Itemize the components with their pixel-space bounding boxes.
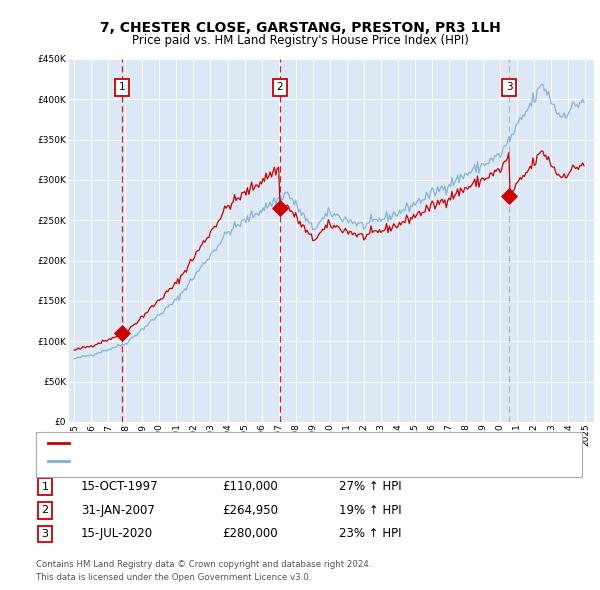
Text: £110,000: £110,000 xyxy=(222,480,278,493)
Text: 2: 2 xyxy=(41,506,49,515)
Point xyxy=(275,204,285,213)
Text: 7, CHESTER CLOSE, GARSTANG, PRESTON, PR3 1LH: 7, CHESTER CLOSE, GARSTANG, PRESTON, PR3… xyxy=(100,21,500,35)
Text: £280,000: £280,000 xyxy=(222,527,278,540)
Point xyxy=(505,191,514,201)
Text: Contains HM Land Registry data © Crown copyright and database right 2024.: Contains HM Land Registry data © Crown c… xyxy=(36,560,371,569)
Text: 7, CHESTER CLOSE, GARSTANG, PRESTON, PR3 1LH (detached house): 7, CHESTER CLOSE, GARSTANG, PRESTON, PR3… xyxy=(75,438,438,448)
Text: 1: 1 xyxy=(118,82,125,92)
Text: Price paid vs. HM Land Registry's House Price Index (HPI): Price paid vs. HM Land Registry's House … xyxy=(131,34,469,47)
Text: 23% ↑ HPI: 23% ↑ HPI xyxy=(339,527,401,540)
Text: 2: 2 xyxy=(277,82,283,92)
Text: 15-OCT-1997: 15-OCT-1997 xyxy=(81,480,158,493)
Text: 1: 1 xyxy=(41,482,49,491)
Text: 31-JAN-2007: 31-JAN-2007 xyxy=(81,504,155,517)
Text: This data is licensed under the Open Government Licence v3.0.: This data is licensed under the Open Gov… xyxy=(36,572,311,582)
Text: 15-JUL-2020: 15-JUL-2020 xyxy=(81,527,153,540)
Text: 3: 3 xyxy=(41,529,49,539)
Text: 19% ↑ HPI: 19% ↑ HPI xyxy=(339,504,401,517)
Point xyxy=(117,329,127,338)
Text: 27% ↑ HPI: 27% ↑ HPI xyxy=(339,480,401,493)
Text: 3: 3 xyxy=(506,82,513,92)
Text: HPI: Average price, detached house, Wyre: HPI: Average price, detached house, Wyre xyxy=(75,456,295,466)
Text: £264,950: £264,950 xyxy=(222,504,278,517)
